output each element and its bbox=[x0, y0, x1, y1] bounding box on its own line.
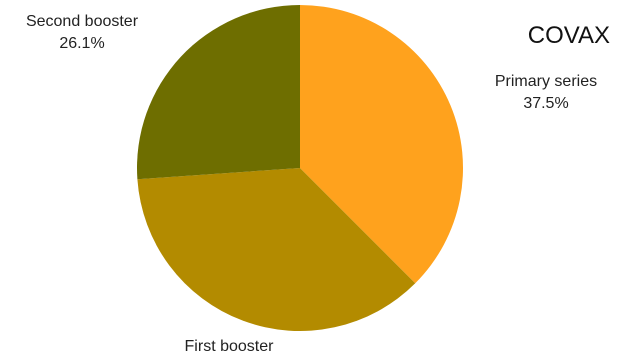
pie-slice-first-booster bbox=[137, 168, 416, 332]
slice-label-first-booster: First booster bbox=[185, 338, 275, 354]
pie-slice-second-booster bbox=[137, 5, 300, 180]
slice-value-primary-series: 37.5% bbox=[523, 95, 568, 112]
pie-slice-primary-series bbox=[300, 5, 464, 284]
slice-value-second-booster: 26.1% bbox=[59, 35, 104, 52]
slice-label-primary-series: Primary series bbox=[495, 73, 597, 90]
chart-title: COVAX bbox=[528, 22, 610, 49]
slice-labels: Primary series 37.5% First booster Second b… bbox=[26, 13, 597, 354]
slice-label-second-booster: Second booster bbox=[26, 13, 139, 30]
pie-slices bbox=[137, 5, 464, 332]
